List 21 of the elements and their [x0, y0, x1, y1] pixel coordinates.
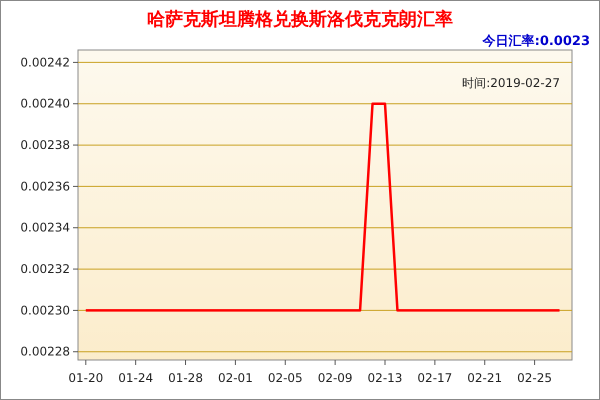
x-tick-label: 02-05 [268, 371, 303, 385]
y-tick-label: 0.00242 [20, 55, 70, 70]
x-tick-label: 02-17 [417, 371, 452, 385]
y-tick-label: 0.00232 [20, 262, 70, 276]
y-tick-label: 0.00238 [20, 138, 70, 152]
x-tick-label: 01-24 [118, 371, 154, 385]
y-tick-label: 0.00228 [20, 344, 70, 359]
annotation: 时间:2019-02-27 [462, 76, 560, 90]
text: 今日汇率:0.0023 [482, 33, 590, 49]
x-tick-label: 02-13 [368, 371, 402, 385]
chart-title: 哈萨克斯坦腾格兑换斯洛伐克克朗汇率 [147, 9, 453, 30]
y-tick-label: 0.00240 [20, 96, 70, 111]
x-tick-label: 02-09 [318, 371, 353, 385]
x-tick-label: 02-21 [467, 371, 502, 385]
x-tick-label: 02-01 [218, 371, 253, 385]
x-tick-label: 01-28 [168, 371, 203, 385]
y-tick-label: 0.00236 [20, 179, 70, 194]
y-tick-label: 0.00230 [20, 303, 70, 318]
x-tick-label: 01-20 [68, 371, 104, 385]
x-tick-label: 02-25 [517, 371, 552, 385]
y-tick-label: 0.00234 [20, 220, 70, 235]
